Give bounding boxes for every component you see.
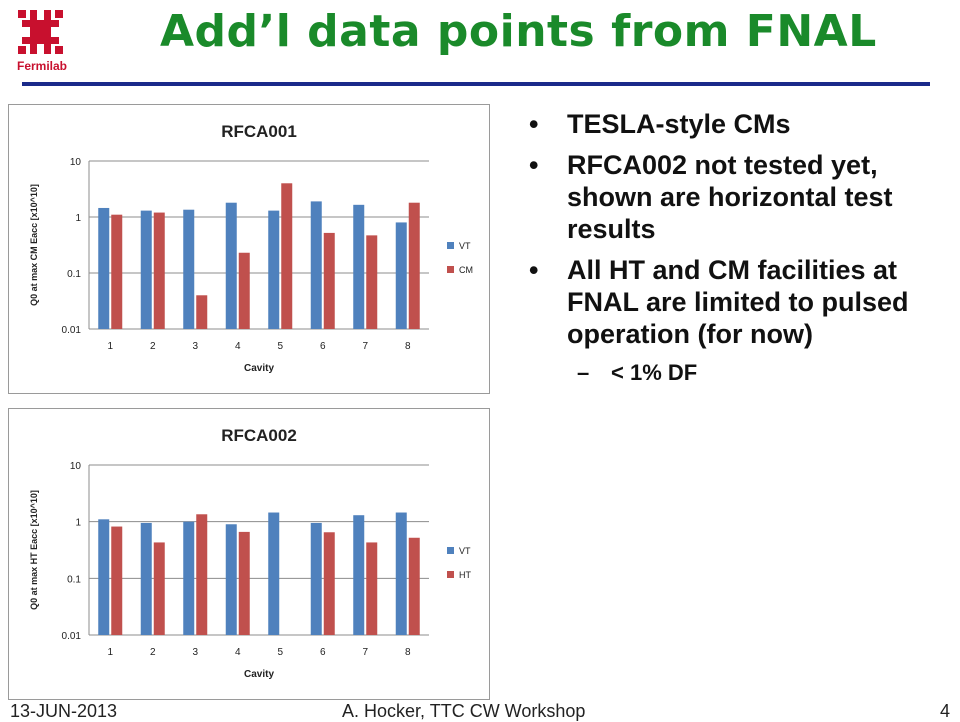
x-tick-label: 5 (277, 647, 283, 658)
title-rule (22, 82, 930, 86)
x-axis-label: Cavity (244, 669, 274, 680)
y-tick-label: 0.1 (67, 574, 81, 585)
bar-vt (395, 222, 407, 329)
sub-bullet-icon: – (577, 360, 590, 385)
bar-vt (353, 204, 365, 329)
x-tick-label: 6 (320, 647, 326, 658)
legend-label: VT (459, 546, 471, 556)
chart-rfca001-svg: 0.01 0.1 1 10 RFCA001 1 2 3 4 5 6 7 8 Cavity Q0 at max… (29, 122, 473, 374)
bar-vt (225, 202, 237, 329)
bar-vt (353, 515, 365, 635)
legend-swatch (447, 242, 454, 249)
chart-rfca002-svg: 0.01 0.1 1 10 RFCA002 1 2 3 4 5 6 7 8 Cavity Q0 at max… (29, 426, 471, 680)
fermilab-logo-icon: Fermilab (17, 10, 67, 73)
bar-vt (98, 519, 110, 635)
bar-vt (395, 512, 407, 635)
legend-swatch (447, 547, 454, 554)
bar-vt (98, 207, 110, 329)
fermilab-logo: Fermilab (14, 6, 74, 76)
chart-title: RFCA001 (221, 122, 297, 141)
y-tick-label: 0.01 (62, 631, 82, 642)
bar-ht (196, 514, 208, 635)
legend-label: CM (459, 265, 473, 275)
bar-vt (140, 522, 152, 635)
bar-vt (268, 512, 280, 635)
bar-cm (408, 202, 420, 329)
bullet-text: TESLA-style CMs (567, 109, 791, 139)
sub-bullet-text: < 1% DF (611, 360, 698, 385)
bar-ht (408, 537, 420, 635)
x-tick-label: 3 (192, 647, 198, 658)
legend-label: VT (459, 241, 471, 251)
x-tick-label: 7 (362, 341, 368, 352)
bar-vt (268, 210, 280, 329)
x-tick-label: 2 (150, 647, 156, 658)
bullet-item: • RFCA002 not tested yet, shown are hori… (525, 149, 945, 245)
x-tick-label: 1 (107, 341, 113, 352)
bar-cm (366, 235, 378, 329)
x-tick-label: 6 (320, 341, 326, 352)
x-tick-label: 8 (405, 341, 411, 352)
bar-ht (111, 526, 123, 635)
bar-vt (225, 524, 237, 635)
legend-label: HT (459, 570, 471, 580)
bullet-text: All HT and CM facilities at FNAL are lim… (567, 255, 909, 349)
x-tick-label: 1 (107, 647, 113, 658)
bar-vt (183, 521, 195, 635)
y-axis-label: Q0 at max CM Eacc [x10^10] (29, 184, 39, 306)
bar-vt (310, 522, 322, 635)
bullet-item: • TESLA-style CMs (525, 108, 945, 140)
chart-rfca001: 0.01 0.1 1 10 RFCA001 1 2 3 4 5 6 7 8 Cavity Q0 at max… (8, 104, 490, 394)
bar-cm (196, 295, 208, 329)
legend-swatch (447, 266, 454, 273)
chart-rfca002: 0.01 0.1 1 10 RFCA002 1 2 3 4 5 6 7 8 Cavity Q0 at max… (8, 408, 490, 700)
y-tick-label: 1 (75, 213, 81, 224)
x-tick-label: 8 (405, 647, 411, 658)
bar-ht (238, 531, 250, 635)
x-tick-label: 3 (192, 341, 198, 352)
x-tick-label: 4 (235, 647, 241, 658)
y-tick-label: 10 (70, 157, 82, 168)
sub-bullet-item: – < 1% DF (525, 359, 945, 387)
x-tick-label: 4 (235, 341, 241, 352)
page-number: 4 (940, 701, 951, 721)
bullet-icon: • (529, 109, 539, 139)
bar-cm (238, 252, 250, 329)
legend-swatch (447, 571, 454, 578)
bullet-icon: • (529, 255, 539, 285)
bar-cm (153, 212, 165, 329)
bullet-icon: • (529, 150, 539, 180)
y-tick-label: 0.01 (62, 325, 82, 336)
bar-cm (281, 183, 293, 329)
footer-center: A. Hocker, TTC CW Workshop (342, 701, 586, 721)
y-tick-label: 1 (75, 518, 81, 529)
bullet-text: RFCA002 not tested yet, shown are horizo… (567, 150, 893, 244)
logo-text: Fermilab (17, 59, 67, 73)
bar-ht (366, 542, 378, 635)
x-axis-label: Cavity (244, 363, 274, 374)
y-tick-label: 0.1 (67, 269, 81, 280)
x-tick-label: 5 (277, 341, 283, 352)
bar-vt (310, 201, 322, 329)
bar-cm (323, 232, 335, 329)
y-axis-label: Q0 at max HT Eacc [x10^10] (29, 490, 39, 610)
bar-vt (140, 210, 152, 329)
chart-title: RFCA002 (221, 426, 297, 445)
slide-title: Add’l data points from FNAL (160, 6, 877, 57)
footer-date: 13-JUN-2013 (10, 701, 118, 721)
x-tick-label: 7 (362, 647, 368, 658)
bar-ht (153, 542, 165, 635)
bar-cm (111, 214, 123, 329)
bullet-item: • All HT and CM facilities at FNAL are l… (525, 254, 945, 350)
bar-vt (183, 209, 195, 329)
y-tick-label: 10 (70, 461, 82, 472)
bar-ht (323, 532, 335, 635)
bullet-list: • TESLA-style CMs • RFCA002 not tested y… (525, 108, 945, 387)
x-tick-label: 2 (150, 341, 156, 352)
